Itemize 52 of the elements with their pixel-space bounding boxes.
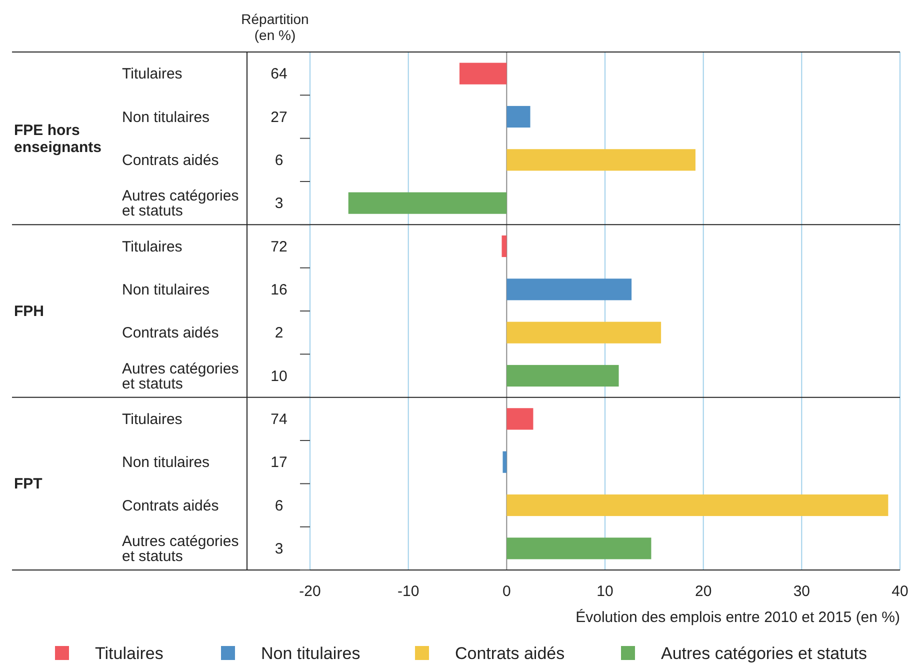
y-tick-label: Non titulaires xyxy=(122,281,210,298)
bar xyxy=(502,451,507,473)
legend-label: Titulaires xyxy=(95,644,164,663)
y-tick-label: Non titulaires xyxy=(122,454,210,472)
bar xyxy=(502,235,507,258)
text: FPH xyxy=(14,303,44,320)
text: FPE hors enseignants xyxy=(14,122,102,156)
bar xyxy=(506,149,696,171)
legend-label: Contrats aidés xyxy=(455,644,565,663)
y-tick-label: Titulaires xyxy=(122,410,182,428)
text: 6 xyxy=(274,152,284,169)
text: 3 xyxy=(274,540,284,558)
text: 6 xyxy=(274,497,284,514)
text: 17 xyxy=(270,454,288,472)
x-tick-label: -20 xyxy=(299,583,321,600)
y-tick-label: Autres catégories et statuts xyxy=(122,188,239,220)
x-tick-label: 0 xyxy=(502,583,511,600)
text: 10 xyxy=(270,368,288,385)
x-tick-label: -10 xyxy=(397,583,420,600)
bar xyxy=(459,62,507,84)
bar xyxy=(506,322,662,344)
text: FPT xyxy=(14,476,42,493)
x-axis-title: Évolution des emplois entre 2010 et 2015 (en %) xyxy=(576,608,900,626)
bar xyxy=(506,538,652,560)
x-tick-label: 20 xyxy=(694,583,712,600)
bar xyxy=(506,494,888,516)
text: Répartition (en %) xyxy=(241,11,309,43)
y-tick-label: Titulaires xyxy=(122,66,182,83)
text: 64 xyxy=(270,66,288,83)
text: 2 xyxy=(274,324,284,342)
y-tick-label: Titulaires xyxy=(122,238,182,256)
x-tick-label: 40 xyxy=(892,583,908,600)
bar xyxy=(506,278,632,300)
legend-label: Non titulaires xyxy=(261,644,360,663)
y-tick-label: Contrats aidés xyxy=(122,324,219,342)
text: 72 xyxy=(270,238,288,256)
text: 16 xyxy=(270,281,288,298)
bar xyxy=(506,408,534,430)
bar xyxy=(506,106,530,128)
text: 3 xyxy=(274,195,284,212)
bar xyxy=(506,364,619,387)
y-tick-label: Autres catégories et statuts xyxy=(122,360,239,392)
bar xyxy=(348,192,507,214)
x-tick-label: 10 xyxy=(596,583,614,600)
x-tick-label: 30 xyxy=(793,583,810,600)
y-tick-label: Autres catégories et statuts xyxy=(122,532,239,565)
text: 27 xyxy=(270,108,288,126)
text: 74 xyxy=(270,410,288,428)
y-tick-label: Non titulaires xyxy=(122,108,210,126)
legend-label: Autres catégories et statuts xyxy=(661,644,867,663)
y-tick-label: Contrats aidés xyxy=(122,497,219,514)
y-tick-label: Contrats aidés xyxy=(122,152,219,169)
